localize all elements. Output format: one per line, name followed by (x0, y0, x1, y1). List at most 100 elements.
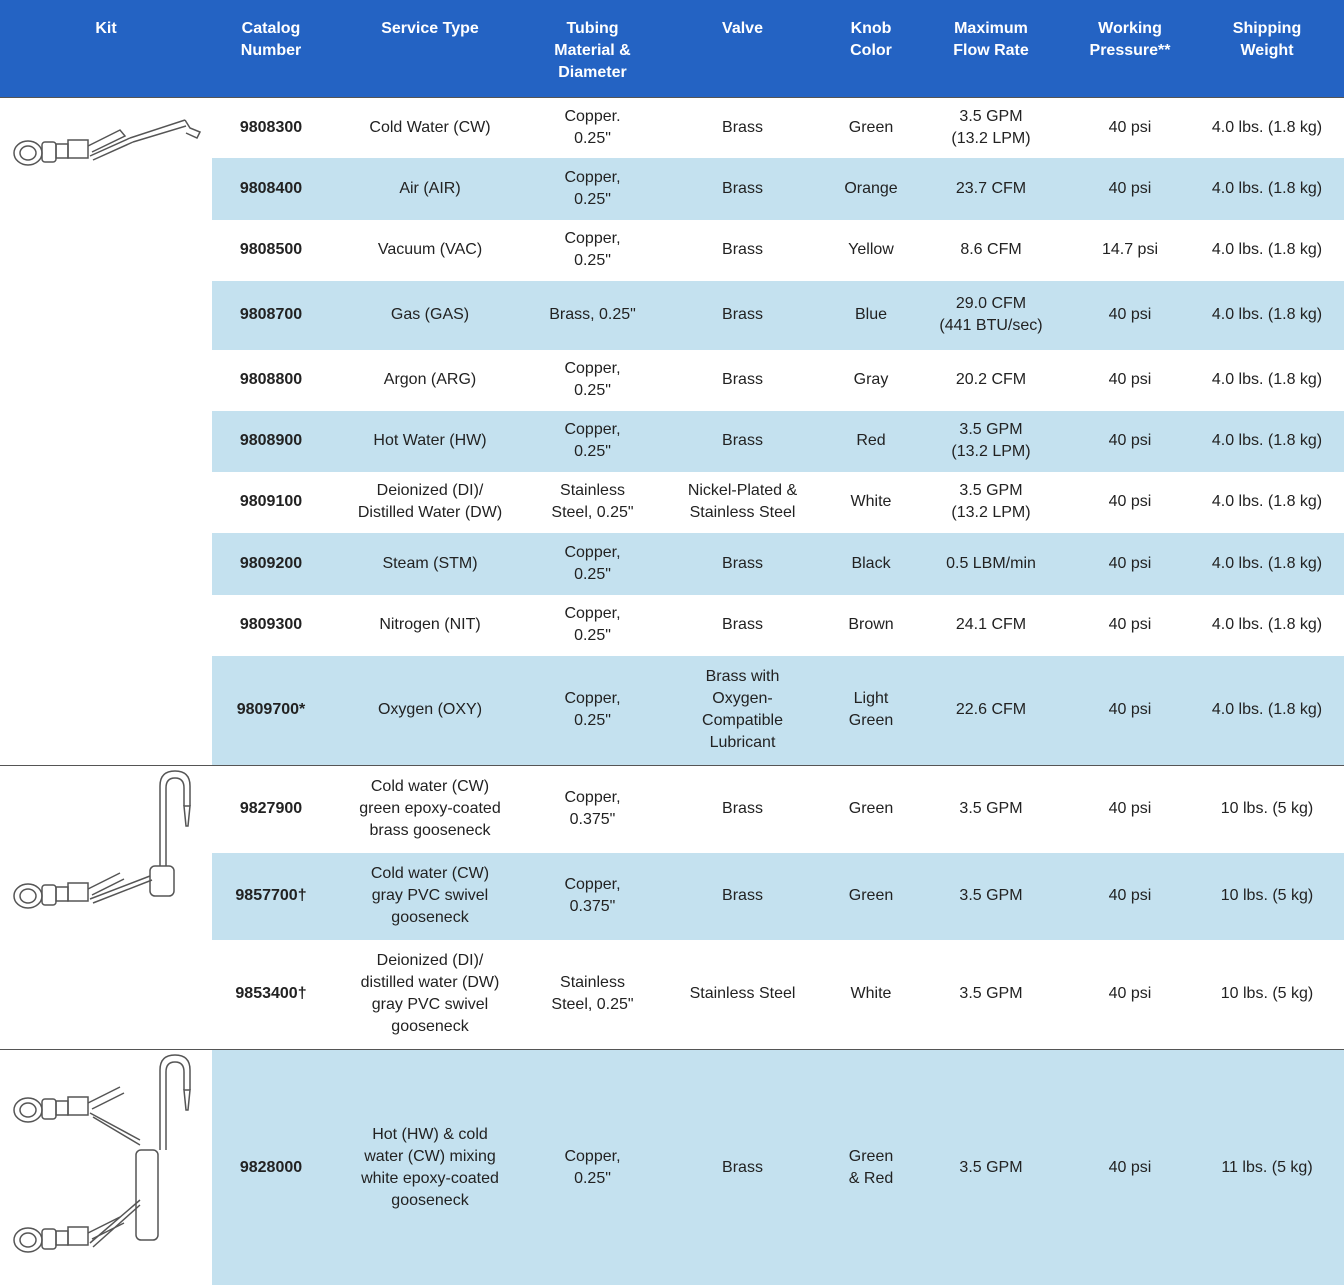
cell: 29.0 CFM (441 BTU/sec) (912, 281, 1070, 350)
cell: Light Green (830, 656, 912, 766)
cell: Brown (830, 595, 912, 656)
cell: Copper, 0.25" (530, 1050, 655, 1285)
cell: 3.5 GPM (13.2 LPM) (912, 472, 1070, 533)
catalog-number: 9808900 (212, 411, 330, 472)
cell: Red (830, 411, 912, 472)
cell: Vacuum (VAC) (330, 220, 530, 281)
cell: Copper, 0.25" (530, 158, 655, 220)
cell: Deionized (DI)/ Distilled Water (DW) (330, 472, 530, 533)
cell: Hot (HW) & cold water (CW) mixing white … (330, 1050, 530, 1285)
cell: 3.5 GPM (13.2 LPM) (912, 411, 1070, 472)
cell: Copper, 0.375" (530, 766, 655, 853)
cell: 3.5 GPM (912, 940, 1070, 1050)
cell: 4.0 lbs. (1.8 kg) (1190, 533, 1344, 595)
cell: Copper. 0.25" (530, 98, 655, 158)
cell: Brass (655, 98, 830, 158)
kit-icon (0, 98, 212, 208)
cell: 4.0 lbs. (1.8 kg) (1190, 656, 1344, 766)
cell: Brass (655, 595, 830, 656)
cell: 40 psi (1070, 940, 1190, 1050)
column-header: Tubing Material & Diameter (530, 0, 655, 98)
cell: 4.0 lbs. (1.8 kg) (1190, 220, 1344, 281)
column-header: Valve (655, 0, 830, 98)
catalog-number: 9827900 (212, 766, 330, 853)
kit-icon (0, 1050, 212, 1278)
catalog-number: 9828000 (212, 1050, 330, 1285)
cell: 4.0 lbs. (1.8 kg) (1190, 350, 1344, 411)
cell: 10 lbs. (5 kg) (1190, 940, 1344, 1050)
cell: Gray (830, 350, 912, 411)
cell: Nickel-Plated & Stainless Steel (655, 472, 830, 533)
cell: Stainless Steel, 0.25" (530, 472, 655, 533)
catalog-number: 9853400† (212, 940, 330, 1050)
cell: Copper, 0.25" (530, 411, 655, 472)
catalog-number: 9808400 (212, 158, 330, 220)
column-header: Catalog Number (212, 0, 330, 98)
cell: Copper, 0.25" (530, 595, 655, 656)
kit-cell (0, 1050, 212, 1285)
cell: Copper, 0.25" (530, 220, 655, 281)
cell: Deionized (DI)/ distilled water (DW) gra… (330, 940, 530, 1050)
cell: Brass (655, 281, 830, 350)
cell: Brass (655, 411, 830, 472)
cell: Brass (655, 220, 830, 281)
cell: 4.0 lbs. (1.8 kg) (1190, 472, 1344, 533)
cell: Stainless Steel (655, 940, 830, 1050)
cell: Brass (655, 533, 830, 595)
cell: 3.5 GPM (912, 766, 1070, 853)
cell: 40 psi (1070, 595, 1190, 656)
catalog-number: 9808500 (212, 220, 330, 281)
cell: Nitrogen (NIT) (330, 595, 530, 656)
cell: Copper, 0.25" (530, 350, 655, 411)
cell: White (830, 472, 912, 533)
cell: 24.1 CFM (912, 595, 1070, 656)
cell: 4.0 lbs. (1.8 kg) (1190, 411, 1344, 472)
cell: Copper, 0.25" (530, 533, 655, 595)
cell: 23.7 CFM (912, 158, 1070, 220)
cell: Brass (655, 1050, 830, 1285)
cell: Green (830, 853, 912, 940)
cell: 40 psi (1070, 98, 1190, 158)
cell: Blue (830, 281, 912, 350)
cell: Gas (GAS) (330, 281, 530, 350)
cell: Copper, 0.375" (530, 853, 655, 940)
cell: Orange (830, 158, 912, 220)
catalog-number: 9809200 (212, 533, 330, 595)
cell: 40 psi (1070, 350, 1190, 411)
cell: Green (830, 766, 912, 853)
catalog-number: 9857700† (212, 853, 330, 940)
cell: 0.5 LBM/min (912, 533, 1070, 595)
cell: 3.5 GPM (13.2 LPM) (912, 98, 1070, 158)
cell: Green & Red (830, 1050, 912, 1285)
cell: Cold water (CW) green epoxy-coated brass… (330, 766, 530, 853)
catalog-number: 9809300 (212, 595, 330, 656)
cell: White (830, 940, 912, 1050)
cell: 22.6 CFM (912, 656, 1070, 766)
kit-cell (0, 766, 212, 1050)
cell: Air (AIR) (330, 158, 530, 220)
cell: Argon (ARG) (330, 350, 530, 411)
cell: Brass (655, 853, 830, 940)
cell: Brass with Oxygen- Compatible Lubricant (655, 656, 830, 766)
cell: Oxygen (OXY) (330, 656, 530, 766)
cell: Brass (655, 158, 830, 220)
catalog-number: 9809100 (212, 472, 330, 533)
cell: 40 psi (1070, 158, 1190, 220)
cell: 8.6 CFM (912, 220, 1070, 281)
column-header: Knob Color (830, 0, 912, 98)
catalog-number: 9808300 (212, 98, 330, 158)
cell: 40 psi (1070, 766, 1190, 853)
cell: Green (830, 98, 912, 158)
cell: 4.0 lbs. (1.8 kg) (1190, 158, 1344, 220)
cell: 20.2 CFM (912, 350, 1070, 411)
cell: Steam (STM) (330, 533, 530, 595)
cell: Black (830, 533, 912, 595)
kit-icon (0, 766, 212, 1042)
cell: Brass, 0.25" (530, 281, 655, 350)
cell: Copper, 0.25" (530, 656, 655, 766)
